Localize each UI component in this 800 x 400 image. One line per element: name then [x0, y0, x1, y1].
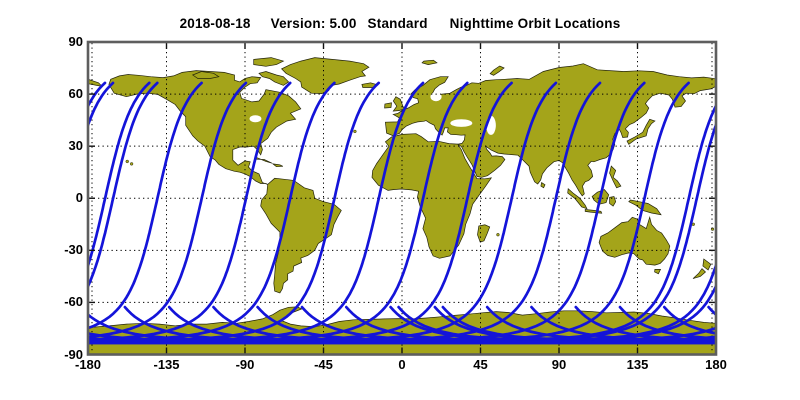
orbit-tracks-layer — [88, 81, 800, 341]
x-tick-label: -90 — [235, 357, 255, 372]
plot-frame — [86, 40, 718, 356]
land-java — [584, 209, 603, 214]
y-tick-label: -30 — [64, 242, 83, 258]
orbit-track — [433, 260, 716, 341]
x-tick-label: 90 — [551, 357, 567, 372]
land-baffin-island — [258, 71, 290, 86]
land-svalbard — [421, 59, 438, 65]
orbit-track — [389, 103, 716, 341]
x-tick-label: 45 — [473, 357, 488, 372]
orbit-track — [88, 81, 248, 339]
y-tick-label: 30 — [68, 138, 83, 154]
land-sulawesi — [609, 196, 617, 207]
land-ellesmere — [253, 57, 285, 67]
small-island — [129, 162, 134, 166]
y-tick-label: 0 — [75, 190, 83, 206]
land-cuba — [254, 157, 273, 164]
land-chukotka-wrap — [88, 78, 104, 87]
land-greenland — [281, 57, 370, 94]
y-tick-label: 90 — [68, 34, 83, 50]
orbit-track — [88, 81, 159, 290]
land-nz-south — [692, 268, 707, 279]
land-south-america — [260, 177, 342, 294]
land-sumatra — [567, 187, 588, 210]
small-island — [496, 233, 500, 237]
y-tick-label: 60 — [68, 86, 83, 102]
figure-title: 2018-08-18 Version: 5.00 Standard Nightt… — [0, 16, 800, 31]
orbit-track — [88, 81, 203, 330]
title-date: 2018-08-18 — [179, 16, 251, 31]
title-version: Version: 5.00 — [270, 16, 357, 31]
land-sri-lanka — [540, 182, 546, 189]
x-tick-label: -135 — [153, 357, 180, 372]
land-victoria-island — [191, 71, 220, 79]
x-tick-label: -180 — [74, 357, 102, 372]
land-tasmania — [654, 269, 662, 275]
orbit-track — [753, 83, 800, 340]
land-hispaniola — [271, 163, 284, 168]
water-great-lakes — [249, 115, 262, 123]
land-north-america — [108, 70, 302, 185]
title-mode: Standard — [367, 16, 428, 31]
land-japan — [626, 118, 656, 145]
small-island — [353, 129, 357, 134]
x-tick-label: 135 — [626, 357, 649, 372]
y-tick-label: -60 — [64, 294, 83, 310]
orbit-track — [88, 81, 151, 270]
land-novaya-zemlya — [489, 65, 505, 76]
polar-overlap-band — [88, 338, 716, 345]
title-main: Nighttime Orbit Locations — [449, 16, 621, 31]
y-tick-label: -90 — [64, 346, 83, 362]
land-ireland — [384, 102, 392, 109]
water-black-sea — [450, 119, 473, 127]
small-island — [125, 159, 129, 164]
land-philippines — [609, 165, 622, 189]
x-tick-label: -45 — [314, 357, 333, 372]
orbit-track — [707, 305, 716, 317]
x-tick-label: 180 — [705, 357, 727, 372]
land-madagascar — [477, 224, 491, 243]
x-tick-label: 0 — [398, 357, 406, 372]
land-nz-north — [702, 258, 712, 271]
land-britain — [392, 96, 405, 112]
water-baltic-sea — [430, 92, 442, 102]
